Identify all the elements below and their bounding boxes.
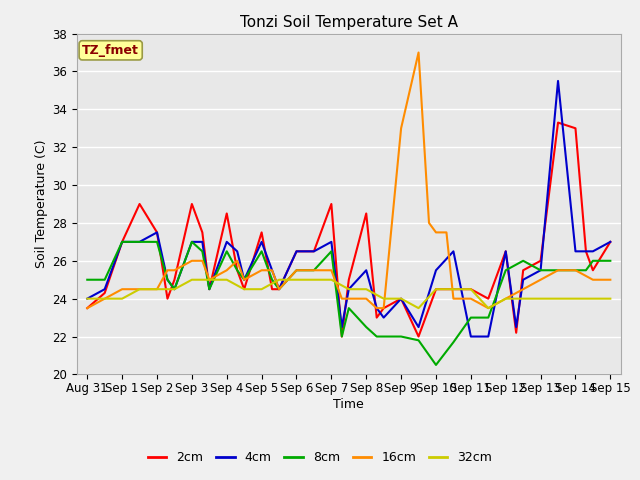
Title: Tonzi Soil Temperature Set A: Tonzi Soil Temperature Set A [240, 15, 458, 30]
Legend: 2cm, 4cm, 8cm, 16cm, 32cm: 2cm, 4cm, 8cm, 16cm, 32cm [143, 446, 497, 469]
X-axis label: Time: Time [333, 398, 364, 411]
Text: TZ_fmet: TZ_fmet [82, 44, 139, 57]
Y-axis label: Soil Temperature (C): Soil Temperature (C) [35, 140, 48, 268]
